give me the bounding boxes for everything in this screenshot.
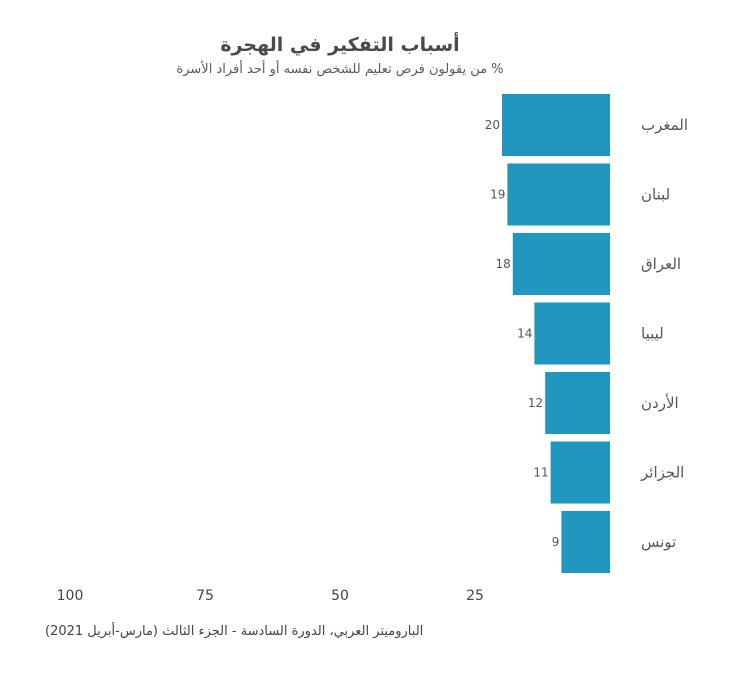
category-label: الجزائر xyxy=(640,464,684,482)
category-label: تونس xyxy=(641,533,676,551)
bar xyxy=(561,511,610,573)
value-label: 9 xyxy=(552,535,560,549)
bar xyxy=(550,441,610,504)
category-labels-group: المغرب لبنان العراق ليبيا الأردن الجزائر تونس xyxy=(640,116,688,551)
bar xyxy=(545,372,610,434)
bar xyxy=(534,302,610,365)
value-label: 11 xyxy=(533,466,548,480)
value-label: 12 xyxy=(528,396,543,410)
x-tick-label: 75 xyxy=(196,588,214,604)
chart-title: أسباب التفكير في الهجرة xyxy=(220,34,460,56)
category-label: لبنان xyxy=(641,186,670,204)
value-label: 18 xyxy=(496,257,511,271)
x-tick-label: 25 xyxy=(466,588,484,604)
bar xyxy=(512,233,610,295)
value-label: 19 xyxy=(490,188,505,202)
chart-subtitle: % من يقولون فرص تعليم للشخص نفسه أو أحد … xyxy=(176,62,504,77)
bar xyxy=(502,94,610,156)
source-note: البارومیتر العربي، الدورة السادسة - الجز… xyxy=(45,624,424,639)
category-label: المغرب xyxy=(641,116,688,134)
x-axis-ticks-group: 100 75 50 25 xyxy=(57,588,484,604)
x-tick-label: 50 xyxy=(331,588,349,604)
category-label: العراق xyxy=(641,255,681,273)
bar xyxy=(507,163,610,226)
category-label: الأردن xyxy=(641,393,679,412)
bars-group xyxy=(502,94,610,573)
value-label: 14 xyxy=(517,327,532,341)
value-labels-group: 20 19 18 14 12 11 9 xyxy=(485,118,560,549)
category-label: ليبيا xyxy=(641,325,664,343)
value-label: 20 xyxy=(485,118,500,132)
x-tick-label: 100 xyxy=(57,588,84,604)
